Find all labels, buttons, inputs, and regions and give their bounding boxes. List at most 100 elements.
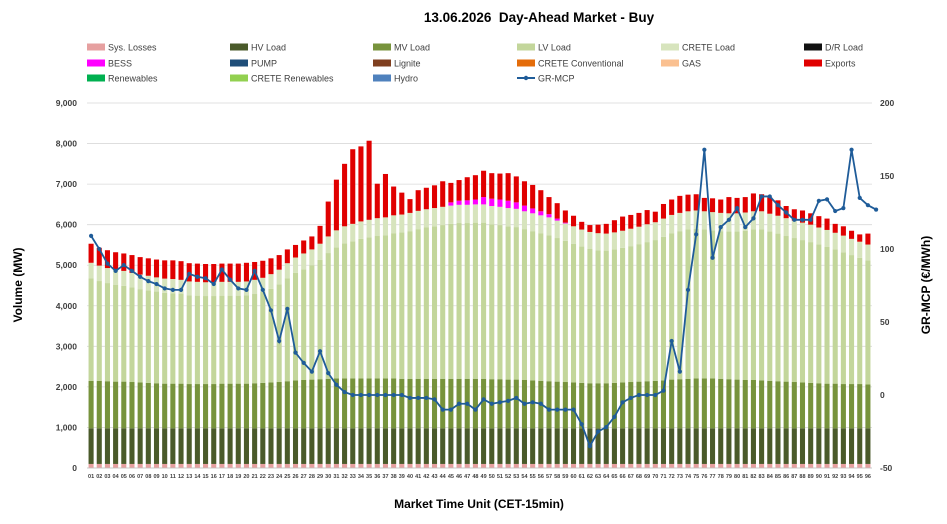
bar-mv-load-34 [358, 378, 364, 429]
bar-exports-37 [382, 173, 388, 218]
bar-mv-load-43 [431, 378, 438, 429]
bar-lv-load-63 [595, 250, 601, 384]
bar-lv-load-19 [235, 295, 241, 384]
bar-mv-load-57 [546, 381, 552, 429]
x-tick-label: 70 [652, 474, 658, 480]
bar-mv-load-04 [113, 381, 119, 429]
gr-mcp-point-80 [734, 206, 740, 211]
bar-hv-load-26 [292, 428, 299, 464]
gr-mcp-point-04 [113, 268, 118, 273]
x-tick-label: 23 [268, 474, 274, 480]
gr-mcp-point-16 [211, 281, 216, 287]
bar-mv-load-39 [399, 378, 405, 429]
bar-hv-load-35 [366, 428, 372, 464]
bar-hv-load-23 [268, 428, 274, 464]
bar-crete-load-14 [194, 281, 200, 296]
bar-hv-load-58 [554, 428, 560, 464]
bar-lv-load-02 [96, 281, 102, 381]
bar-crete-load-94 [849, 238, 855, 256]
bar-sys-losses-12 [178, 463, 184, 468]
bar-sys-losses-82 [750, 463, 756, 468]
bar-sys-losses-32 [342, 463, 348, 468]
x-tick-label: 95 [857, 474, 863, 480]
bar-exports-16 [211, 264, 217, 283]
bar-crete-load-32 [342, 226, 348, 244]
bar-crete-load-72 [669, 214, 675, 234]
bar-exports-17 [219, 263, 225, 282]
chart-title: 13.06.2026 Day-Ahead Market - Buy [424, 10, 655, 25]
bar-hv-load-79 [726, 428, 732, 464]
bar-hv-load-64 [603, 428, 609, 464]
bar-mv-load-11 [170, 383, 176, 429]
bar-mv-load-12 [178, 383, 184, 429]
bar-hv-load-72 [669, 428, 675, 464]
bar-crete-load-71 [660, 218, 667, 237]
y-axis-right: -50 0 50 100 150 200 [880, 98, 894, 473]
x-tick-label: 68 [636, 474, 642, 480]
bar-mv-load-62 [587, 383, 593, 429]
gr-mcp-point-14 [195, 274, 200, 279]
bar-lv-load-77 [710, 230, 716, 379]
bar-lv-load-27 [301, 269, 307, 380]
bar-exports-22 [260, 260, 266, 278]
bar-bess-46 [456, 200, 462, 205]
bar-crete-load-52 [505, 208, 511, 227]
bar-lv-load-36 [374, 236, 380, 379]
bar-exports-95 [857, 234, 863, 242]
x-tick-label: 45 [448, 474, 454, 480]
bar-mv-load-29 [317, 379, 323, 429]
legend-swatch [373, 74, 391, 82]
bar-sys-losses-40 [407, 463, 413, 468]
bar-exports-64 [603, 223, 609, 234]
bar-lv-load-69 [644, 242, 650, 382]
bar-hv-load-75 [693, 428, 699, 464]
bar-lv-load-70 [652, 240, 658, 381]
y2-tick-label: -50 [880, 463, 893, 473]
bar-hv-load-94 [849, 428, 855, 464]
x-tick-label: 14 [194, 474, 201, 480]
bar-sys-losses-03 [104, 463, 110, 468]
legend-label: HV Load [251, 43, 286, 53]
x-tick-label: 86 [783, 474, 789, 480]
x-tick-label: 87 [791, 474, 797, 480]
gr-mcp-point-36 [375, 392, 380, 398]
bar-mv-load-52 [505, 379, 511, 429]
bar-sys-losses-69 [644, 463, 650, 468]
bar-hv-load-66 [620, 428, 626, 464]
bar-crete-load-66 [620, 230, 626, 248]
bar-exports-72 [669, 199, 675, 215]
legend-item-crete-load: CRETE Load [661, 43, 735, 53]
x-tick-label: 40 [407, 474, 413, 480]
legend-label: CRETE Load [682, 43, 735, 53]
x-tick-label: 27 [301, 474, 307, 480]
x-tick-label: 74 [685, 474, 692, 480]
legend-swatch [804, 43, 822, 51]
bar-mv-load-21 [252, 383, 258, 429]
bar-crete-load-30 [325, 236, 331, 254]
bar-sys-losses-20 [243, 463, 249, 468]
gr-mcp-point-79 [726, 217, 732, 222]
bar-hv-load-06 [129, 428, 135, 464]
gr-mcp-point-53 [514, 395, 519, 401]
bar-lv-load-87 [791, 238, 797, 383]
gr-mcp-point-65 [612, 414, 617, 419]
legend-item-crete-conventional: CRETE Conventional [517, 59, 624, 69]
bar-sys-losses-72 [669, 463, 675, 468]
bar-sys-losses-34 [358, 463, 364, 468]
bar-crete-load-43 [431, 208, 438, 227]
legend-label: Hydro [394, 74, 418, 84]
bar-mv-load-23 [268, 382, 274, 429]
bar-crete-load-95 [857, 241, 863, 258]
bar-crete-load-25 [284, 263, 290, 279]
bar-lv-load-05 [121, 285, 127, 382]
x-tick-label: 89 [808, 474, 814, 480]
bar-exports-33 [350, 149, 356, 224]
bar-lv-load-43 [431, 226, 438, 379]
bar-crete-load-85 [775, 215, 781, 234]
bar-hv-load-42 [423, 428, 429, 464]
bar-lv-load-22 [260, 291, 266, 383]
bar-hv-load-11 [170, 428, 176, 464]
x-tick-label: 29 [317, 474, 323, 480]
x-tick-label: 56 [538, 474, 544, 480]
bar-sys-losses-49 [481, 463, 487, 468]
